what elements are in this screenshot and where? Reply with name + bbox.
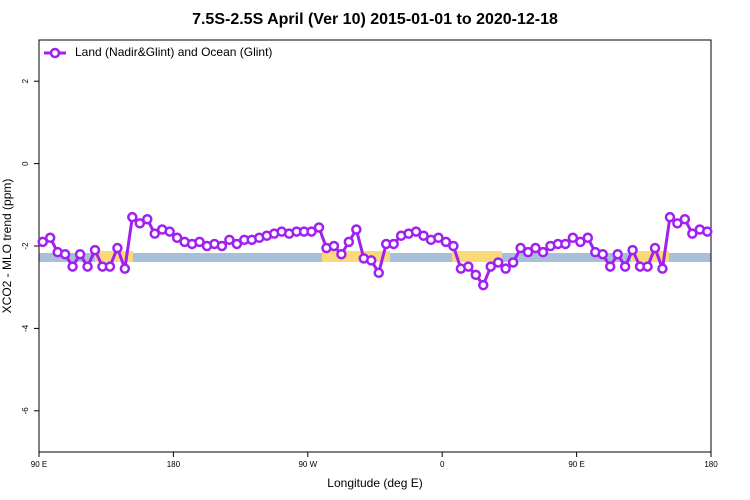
data-point bbox=[492, 257, 504, 268]
y-tick-label: -4 bbox=[21, 324, 30, 332]
x-tick-label: 90 W bbox=[298, 460, 317, 469]
data-point bbox=[336, 248, 347, 260]
x-tick-label: 180 bbox=[704, 460, 718, 469]
data-point bbox=[537, 246, 549, 258]
data-point bbox=[485, 261, 496, 272]
data-point bbox=[619, 261, 631, 272]
data-point bbox=[627, 244, 638, 256]
chart-title: 7.5S-2.5S April (Ver 10) 2015-01-01 to 2… bbox=[192, 11, 558, 28]
x-tick-label: 180 bbox=[167, 460, 181, 469]
data-point bbox=[612, 248, 623, 260]
x-axis-label: Longitude (deg E) bbox=[327, 476, 422, 490]
data-point bbox=[649, 242, 661, 254]
legend-label: Land (Nadir&Glint) and Ocean (Glint) bbox=[75, 45, 272, 59]
data-point bbox=[112, 242, 123, 254]
y-tick-label: 2 bbox=[21, 78, 30, 83]
data-point bbox=[343, 236, 355, 248]
data-point bbox=[119, 263, 131, 274]
legend-marker bbox=[49, 47, 61, 59]
data-point bbox=[575, 236, 586, 248]
data-point bbox=[37, 236, 48, 248]
land-band bbox=[452, 251, 502, 262]
data-point bbox=[463, 261, 474, 272]
data-point bbox=[194, 236, 205, 248]
data-point bbox=[410, 226, 422, 237]
data-point bbox=[313, 222, 325, 233]
data-point bbox=[67, 261, 78, 272]
data-point bbox=[418, 230, 429, 241]
data-point bbox=[448, 240, 459, 252]
data-point bbox=[679, 213, 691, 225]
data-point bbox=[560, 238, 571, 250]
data-point bbox=[306, 226, 317, 237]
data-point bbox=[642, 261, 653, 272]
data-point bbox=[134, 218, 146, 229]
data-point bbox=[672, 218, 683, 229]
y-tick-label: -6 bbox=[21, 407, 30, 415]
data-point bbox=[657, 263, 668, 274]
data-point bbox=[478, 279, 489, 291]
y-tick-label: -2 bbox=[21, 242, 30, 250]
x-tick-label: 90 E bbox=[31, 460, 47, 469]
data-point bbox=[164, 226, 175, 237]
data-point bbox=[74, 248, 86, 260]
data-point bbox=[89, 244, 101, 256]
x-tick-label: 90 E bbox=[568, 460, 584, 469]
land-band bbox=[322, 251, 390, 262]
data-point bbox=[351, 224, 362, 235]
data-point bbox=[127, 211, 138, 223]
data-point bbox=[373, 267, 384, 279]
data-point bbox=[388, 238, 399, 250]
data-point bbox=[507, 257, 519, 268]
data-point bbox=[171, 232, 183, 244]
data-point bbox=[515, 242, 526, 254]
data-point bbox=[44, 232, 56, 244]
data-point bbox=[328, 240, 340, 252]
data-point bbox=[440, 236, 452, 248]
y-tick-label: 0 bbox=[21, 161, 30, 166]
data-point bbox=[142, 213, 153, 225]
data-point bbox=[224, 234, 235, 246]
data-point bbox=[59, 248, 71, 260]
data-point bbox=[216, 240, 228, 252]
plot-frame bbox=[38, 39, 712, 453]
data-point bbox=[104, 261, 116, 272]
data-point bbox=[500, 263, 511, 274]
x-tick-label: 0 bbox=[440, 460, 445, 469]
y-axis-label: XCO2 - MLO trend (ppm) bbox=[0, 179, 14, 314]
data-point bbox=[433, 232, 444, 244]
data-point bbox=[702, 226, 713, 237]
data-point bbox=[687, 228, 698, 239]
data-point bbox=[604, 261, 616, 272]
data-point bbox=[149, 228, 160, 239]
data-point bbox=[582, 232, 594, 244]
data-point bbox=[597, 248, 608, 260]
data-point bbox=[470, 269, 482, 281]
data-point bbox=[567, 232, 579, 244]
data-point bbox=[530, 242, 541, 254]
data-point bbox=[82, 261, 93, 272]
data-point bbox=[366, 255, 377, 266]
data-point bbox=[664, 211, 676, 223]
data-point bbox=[522, 246, 534, 258]
data-point bbox=[231, 238, 243, 250]
